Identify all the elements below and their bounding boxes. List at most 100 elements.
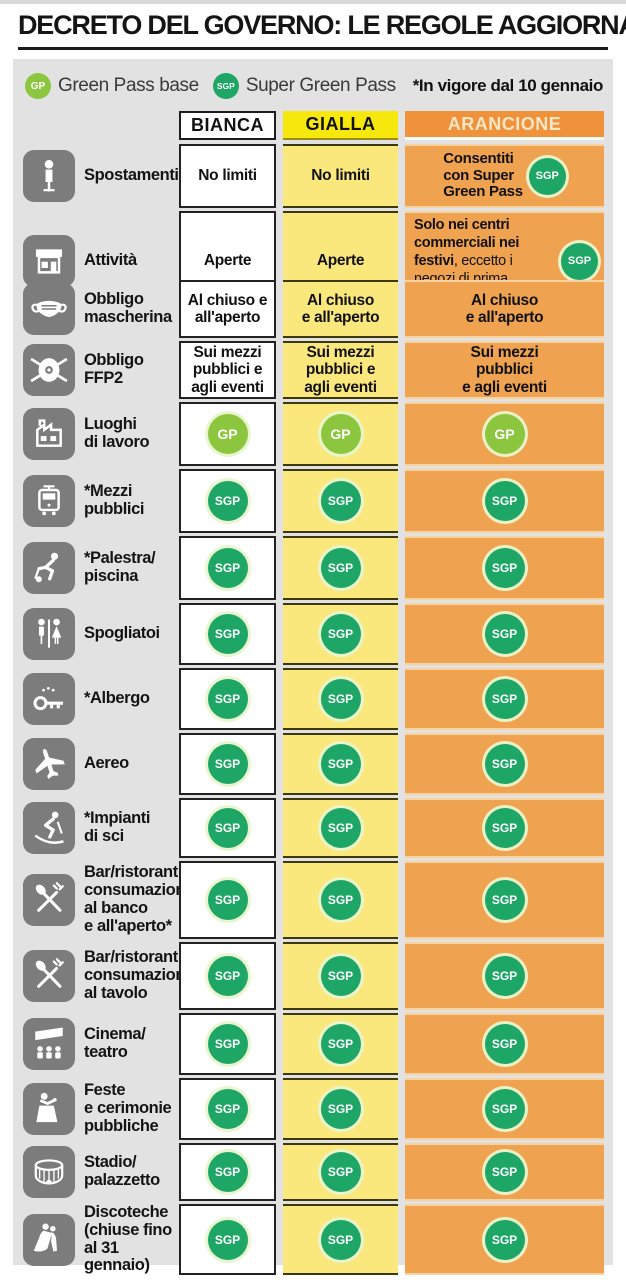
sgp-badge-icon: SGP (320, 956, 361, 996)
cell-bianca: SGP (179, 668, 276, 730)
factory-icon (23, 408, 75, 460)
tram-icon (23, 475, 75, 527)
table-row: Obbligo FFP2 Sui mezzi pubblici e agli e… (23, 341, 604, 399)
cell-bianca: SGP (179, 603, 276, 665)
table-row: *Impianti di sci SGP SGP SGP (23, 798, 604, 858)
airplane-icon (23, 738, 75, 790)
cell-arancione: SGP (405, 1078, 604, 1140)
cell-bianca: SGP (179, 861, 276, 939)
cutlery-icon (23, 950, 75, 1002)
sgp-badge-icon: SGP (561, 242, 598, 280)
cell-arancione: Al chiuso e all'aperto (405, 280, 604, 338)
cell-bianca: SGP (179, 536, 276, 600)
cinema-icon (23, 1018, 75, 1070)
table-row: Luoghi di lavoro GP GP GP (23, 402, 604, 466)
table-row: *Albergo SGP SGP SGP (23, 668, 604, 730)
cell-arancione: SGP (405, 1204, 604, 1276)
gp-legend-label: Green Pass base (58, 75, 199, 96)
sgp-badge-icon: SGP (320, 1152, 361, 1192)
cell-bianca: Al chiuso e all'aperto (179, 280, 276, 338)
cell-arancione: SGP (405, 942, 604, 1010)
row-label: Obbligo FFP2 (84, 351, 144, 387)
sgp-badge-icon: SGP (207, 679, 248, 719)
cell-gialla: Sui mezzi pubblici e agli eventi (283, 341, 398, 399)
cell-bianca: SGP (179, 798, 276, 858)
row-label: Feste e cerimonie pubbliche (84, 1081, 172, 1135)
cell-gialla: SGP (283, 1143, 398, 1201)
column-header-row: BIANCA GIALLA ARANCIONE (23, 111, 604, 140)
column-header-arancione: ARANCIONE (405, 111, 604, 140)
cell-arancione: Consentiti con Super Green Pass SGP (405, 144, 604, 208)
row-label: Bar/ristoranti consumazione al tavolo (84, 948, 194, 1002)
effective-date-note: *In vigore dal 10 gennaio (412, 76, 604, 95)
sgp-badge-icon: SGP (320, 744, 361, 784)
header-spacer (23, 111, 172, 140)
sgp-badge-icon: SGP (320, 614, 361, 654)
cell-gialla: SGP (283, 536, 398, 600)
cell-gialla: SGP (283, 668, 398, 730)
cell-arancione: SGP (405, 668, 604, 730)
row-label: Bar/ristoranti consumazione al banco e a… (84, 863, 194, 935)
page-title: DECRETO DEL GOVERNO: LE REGOLE AGGIORNAT… (18, 10, 626, 40)
sgp-badge-icon: SGP (207, 1219, 248, 1260)
gp-badge-icon: GP (320, 414, 361, 454)
sgp-badge-icon: SGP (484, 808, 525, 848)
table-row: Feste e cerimonie pubbliche SGP SGP SGP (23, 1078, 604, 1140)
row-label: Aereo (84, 754, 129, 773)
sgp-legend-label: Super Green Pass (245, 75, 396, 96)
cell-bianca: SGP (179, 942, 276, 1010)
cell-bianca: SGP (179, 1078, 276, 1140)
sgp-badge-icon: SGP (207, 1024, 248, 1064)
sgp-badge-icon: SGP (484, 679, 525, 719)
cell-gialla: No limiti (283, 144, 398, 208)
header: DECRETO DEL GOVERNO: LE REGOLE AGGIORNAT… (18, 10, 626, 50)
sgp-badge-icon: SGP (207, 880, 248, 920)
cell-arancione: SGP (405, 1143, 604, 1201)
table-row: Spostamenti No limiti No limiti Consenti… (23, 144, 604, 208)
key-icon (23, 673, 75, 725)
gym-icon (23, 542, 75, 594)
sgp-badge-icon: SGP (320, 1219, 361, 1260)
sgp-badge-icon: SGP (207, 481, 248, 521)
gp-badge-icon: GP (25, 73, 51, 99)
sgp-badge-icon: SGP (484, 1024, 525, 1064)
row-label: Discoteche (chiuse fino al 31 gennaio) (84, 1203, 172, 1275)
cell-gialla: Al chiuso e all'aperto (283, 280, 398, 338)
cell-arancione: SGP (405, 536, 604, 600)
sgp-badge-icon: SGP (320, 481, 361, 521)
cell-gialla: GP (283, 402, 398, 466)
restroom-icon (23, 608, 75, 660)
sgp-badge-icon: SGP (320, 1024, 361, 1064)
sgp-badge-icon: SGP (484, 1152, 525, 1192)
cell-arancione: SGP (405, 798, 604, 858)
table-row: Discoteche (chiuse fino al 31 gennaio) S… (23, 1203, 604, 1276)
cell-bianca: GP (179, 402, 276, 466)
sgp-badge-icon: SGP (207, 548, 248, 588)
column-header-bianca: BIANCA (179, 111, 276, 140)
infographic-panel: GP Green Pass base SGP Super Green Pass … (13, 59, 613, 1276)
table-row: Stadio/ palazzetto SGP SGP SGP (23, 1143, 604, 1201)
table-row: Aereo SGP SGP SGP (23, 733, 604, 795)
cropped-top-edge (0, 0, 626, 4)
cell-gialla: SGP (283, 603, 398, 665)
traveler-icon (23, 150, 75, 202)
table-row: *Palestra/ piscina SGP SGP SGP (23, 536, 604, 600)
sgp-badge-icon: SGP (207, 956, 248, 996)
cell-bianca: SGP (179, 1204, 276, 1276)
cell-bianca: No limiti (179, 144, 276, 208)
cell-arancione: GP (405, 402, 604, 466)
stadium-icon (23, 1146, 75, 1198)
sgp-badge-icon: SGP (207, 1152, 248, 1192)
sgp-badge-icon: SGP (484, 880, 525, 920)
row-label: Cinema/ teatro (84, 1025, 146, 1061)
ffp2-mask-icon (23, 344, 75, 396)
cell-gialla: SGP (283, 861, 398, 939)
table-row: *Mezzi pubblici SGP SGP SGP (23, 469, 604, 533)
sgp-badge-icon: SGP (320, 880, 361, 920)
row-label: Obbligo mascherina (84, 290, 172, 326)
cell-arancione: SGP (405, 603, 604, 665)
mask-icon (23, 283, 75, 335)
sgp-badge-icon: SGP (207, 744, 248, 784)
cell-arancione: SGP (405, 469, 604, 533)
sgp-badge-icon: SGP (212, 73, 239, 99)
